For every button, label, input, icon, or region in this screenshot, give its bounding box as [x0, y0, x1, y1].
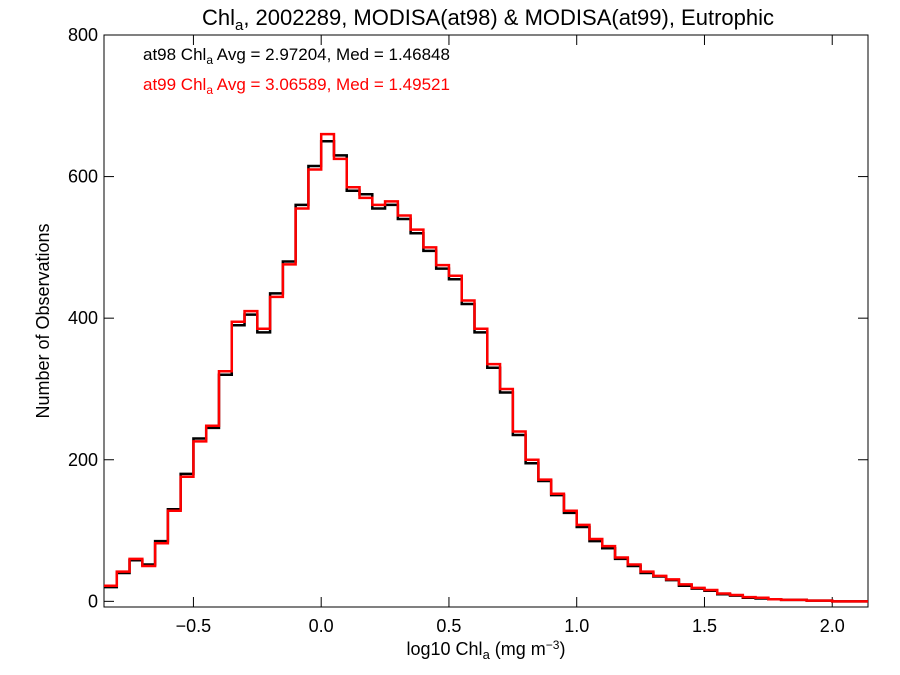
- y-tick-label: 200: [68, 450, 98, 470]
- y-tick-label: 0: [88, 591, 98, 611]
- x-tick-label: 2.0: [820, 616, 845, 636]
- y-axis: 0 200 400 600 800: [68, 25, 868, 611]
- chart-title: Chla, 2002289, MODISA(at98) & MODISA(at9…: [202, 5, 774, 34]
- x-tick-label: 0.0: [309, 616, 334, 636]
- plot-frame: [103, 34, 869, 608]
- x-tick-label: 1.5: [692, 616, 717, 636]
- x-axis: −0.5 0.0 0.5 1.0 1.5 2.0: [176, 35, 845, 636]
- y-tick-label: 400: [68, 308, 98, 328]
- annotation-at98: at98 Chla Avg = 2.97204, Med = 1.46848: [143, 45, 450, 67]
- series-layer: [104, 132, 868, 603]
- annotation-at99: at99 Chla Avg = 3.06589, Med = 1.49521: [143, 75, 450, 97]
- x-tick-label: 0.5: [436, 616, 461, 636]
- y-axis-label: Number of Observations: [33, 223, 53, 418]
- y-tick-label: 800: [68, 25, 98, 45]
- x-axis-label: log10 Chla (mg m−3): [407, 638, 566, 662]
- x-tick-label: 1.0: [564, 616, 589, 636]
- series-at99-line: [104, 132, 868, 603]
- x-tick-label: −0.5: [176, 616, 212, 636]
- y-tick-label: 600: [68, 167, 98, 187]
- plot-border: [103, 34, 869, 608]
